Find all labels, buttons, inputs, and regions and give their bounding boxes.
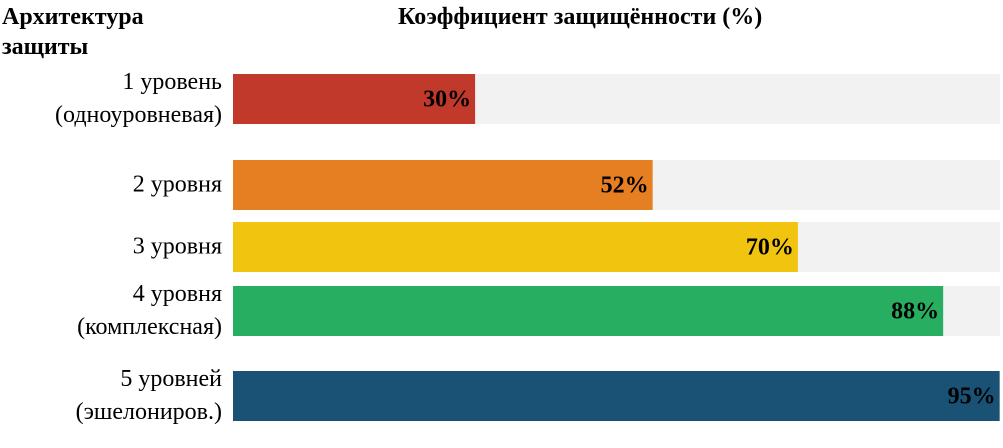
bar [233,286,944,336]
bar [233,371,1000,421]
value-label: 52% [601,173,649,199]
category-label: 4 уровня (комплексная) [77,281,222,340]
value-label: 30% [423,87,471,113]
bar [233,74,476,124]
category-label: 3 уровня [132,233,222,260]
category-label: 5 уровней (эшелониров.) [75,366,222,425]
bar [233,160,653,210]
category-label: 1 уровень (одноуровневая) [55,69,222,128]
value-label: 88% [891,299,939,325]
category-label: 2 уровня [132,171,222,198]
value-label: 70% [746,235,794,261]
category-header: Архитектура защиты [2,4,144,60]
bar [233,222,798,272]
value-label: 95% [948,384,996,410]
chart-title: Коэффициент защищённости (%) [398,4,763,30]
